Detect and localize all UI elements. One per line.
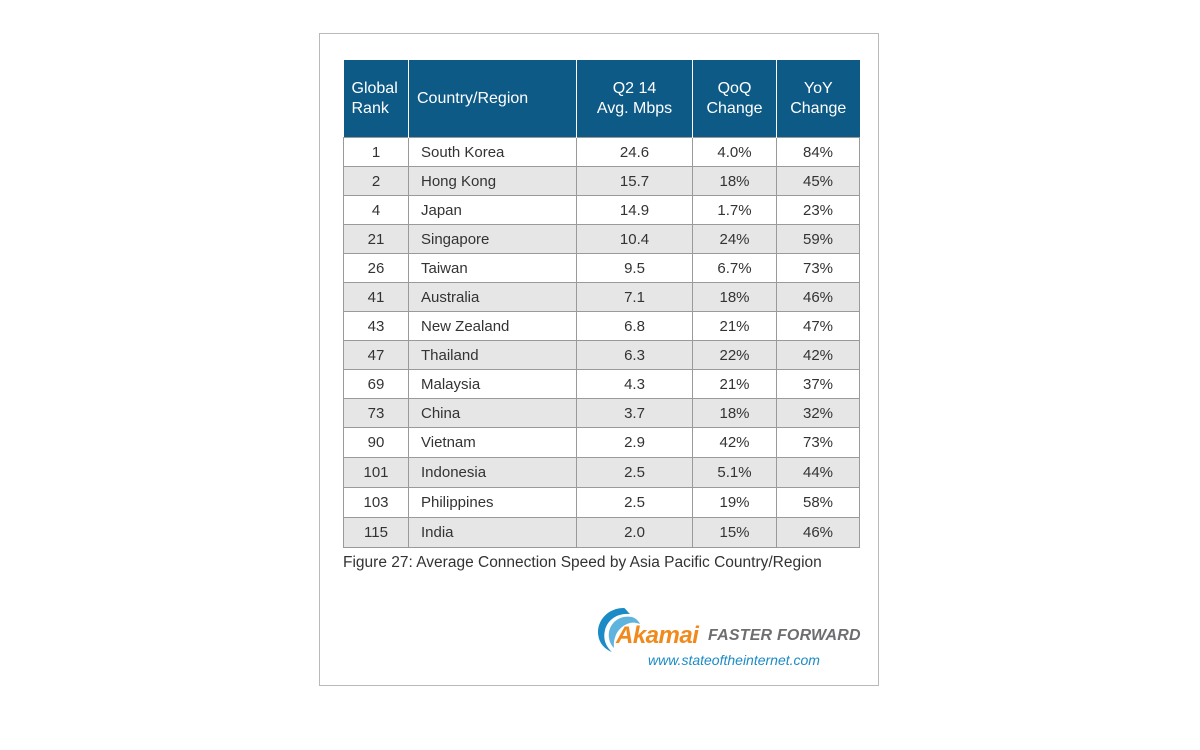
yoy-cell: 23% (776, 195, 860, 225)
yoy-cell: 42% (776, 340, 860, 370)
header-yoy: YoY Change (776, 60, 860, 138)
header-speed: Q2 14 Avg. Mbps (576, 60, 693, 138)
speed-table: Global Rank Country/Region Q2 14 Avg. Mbps… (343, 60, 860, 548)
table-row: 43 New Zealand 6.8 21% 47% (343, 311, 860, 341)
qoq-cell: 24% (692, 224, 777, 254)
speed-cell: 2.0 (576, 517, 693, 548)
rank-cell: 73 (343, 398, 409, 428)
country-cell: New Zealand (408, 311, 577, 341)
rank-cell: 103 (343, 487, 409, 518)
qoq-cell: 15% (692, 517, 777, 548)
figure-frame: Global Rank Country/Region Q2 14 Avg. Mbps… (319, 33, 879, 686)
yoy-cell: 45% (776, 166, 860, 196)
country-cell: Australia (408, 282, 577, 312)
table-row: 101 Indonesia 2.5 5.1% 44% (343, 457, 860, 488)
country-cell: Malaysia (408, 369, 577, 399)
yoy-cell: 59% (776, 224, 860, 254)
akamai-logo: Akamai FASTER FORWARD www.stateoftheinte… (594, 604, 864, 674)
yoy-cell: 58% (776, 487, 860, 518)
table-row: 47 Thailand 6.3 22% 42% (343, 340, 860, 370)
header-rank: Global Rank (343, 60, 409, 138)
table-body: 1 South Korea 24.6 4.0% 84% 2 Hong Kong 15.7 18%… (343, 137, 860, 548)
table-row: 21 Singapore 10.4 24% 59% (343, 224, 860, 254)
rank-cell: 115 (343, 517, 409, 548)
speed-cell: 2.5 (576, 457, 693, 488)
rank-cell: 4 (343, 195, 409, 225)
speed-cell: 7.1 (576, 282, 693, 312)
speed-cell: 14.9 (576, 195, 693, 225)
table-row: 69 Malaysia 4.3 21% 37% (343, 369, 860, 399)
speed-cell: 4.3 (576, 369, 693, 399)
qoq-cell: 42% (692, 427, 777, 458)
country-cell: Indonesia (408, 457, 577, 488)
speed-cell: 2.5 (576, 487, 693, 518)
akamai-tagline: FASTER FORWARD (708, 627, 861, 644)
qoq-cell: 18% (692, 282, 777, 312)
speed-cell: 2.9 (576, 427, 693, 458)
qoq-cell: 6.7% (692, 253, 777, 283)
qoq-cell: 4.0% (692, 137, 777, 167)
yoy-cell: 46% (776, 517, 860, 548)
table-row: 2 Hong Kong 15.7 18% 45% (343, 166, 860, 196)
table-row: 1 South Korea 24.6 4.0% 84% (343, 137, 860, 167)
akamai-swoosh-icon (598, 608, 640, 652)
rank-cell: 26 (343, 253, 409, 283)
header-country: Country/Region (408, 60, 577, 138)
rank-cell: 47 (343, 340, 409, 370)
yoy-cell: 47% (776, 311, 860, 341)
country-cell: Thailand (408, 340, 577, 370)
rank-cell: 101 (343, 457, 409, 488)
rank-cell: 43 (343, 311, 409, 341)
table-row: 115 India 2.0 15% 46% (343, 517, 860, 548)
speed-cell: 15.7 (576, 166, 693, 196)
qoq-cell: 18% (692, 166, 777, 196)
header-qoq: QoQ Change (692, 60, 777, 138)
country-cell: Hong Kong (408, 166, 577, 196)
table-row: 73 China 3.7 18% 32% (343, 398, 860, 428)
country-cell: Vietnam (408, 427, 577, 458)
yoy-cell: 73% (776, 427, 860, 458)
table-row: 26 Taiwan 9.5 6.7% 73% (343, 253, 860, 283)
table-row: 4 Japan 14.9 1.7% 23% (343, 195, 860, 225)
qoq-cell: 22% (692, 340, 777, 370)
table-row: 103 Philippines 2.5 19% 58% (343, 487, 860, 518)
yoy-cell: 32% (776, 398, 860, 428)
yoy-cell: 46% (776, 282, 860, 312)
yoy-cell: 37% (776, 369, 860, 399)
qoq-cell: 1.7% (692, 195, 777, 225)
qoq-cell: 5.1% (692, 457, 777, 488)
speed-cell: 24.6 (576, 137, 693, 167)
rank-cell: 69 (343, 369, 409, 399)
table-header-row: Global Rank Country/Region Q2 14 Avg. Mbps… (343, 60, 860, 138)
qoq-cell: 18% (692, 398, 777, 428)
table-row: 90 Vietnam 2.9 42% 73% (343, 427, 860, 458)
rank-cell: 41 (343, 282, 409, 312)
qoq-cell: 21% (692, 311, 777, 341)
speed-cell: 6.8 (576, 311, 693, 341)
yoy-cell: 84% (776, 137, 860, 167)
country-cell: South Korea (408, 137, 577, 167)
rank-cell: 90 (343, 427, 409, 458)
country-cell: Japan (408, 195, 577, 225)
country-cell: India (408, 517, 577, 548)
speed-cell: 3.7 (576, 398, 693, 428)
source-url: www.stateoftheinternet.com (648, 652, 820, 668)
rank-cell: 1 (343, 137, 409, 167)
country-cell: Taiwan (408, 253, 577, 283)
qoq-cell: 21% (692, 369, 777, 399)
qoq-cell: 19% (692, 487, 777, 518)
country-cell: China (408, 398, 577, 428)
akamai-wordmark: Akamai (616, 622, 699, 649)
rank-cell: 21 (343, 224, 409, 254)
yoy-cell: 73% (776, 253, 860, 283)
country-cell: Singapore (408, 224, 577, 254)
rank-cell: 2 (343, 166, 409, 196)
figure-caption: Figure 27: Average Connection Speed by A… (343, 554, 822, 571)
speed-cell: 9.5 (576, 253, 693, 283)
speed-cell: 6.3 (576, 340, 693, 370)
yoy-cell: 44% (776, 457, 860, 488)
country-cell: Philippines (408, 487, 577, 518)
speed-cell: 10.4 (576, 224, 693, 254)
table-row: 41 Australia 7.1 18% 46% (343, 282, 860, 312)
